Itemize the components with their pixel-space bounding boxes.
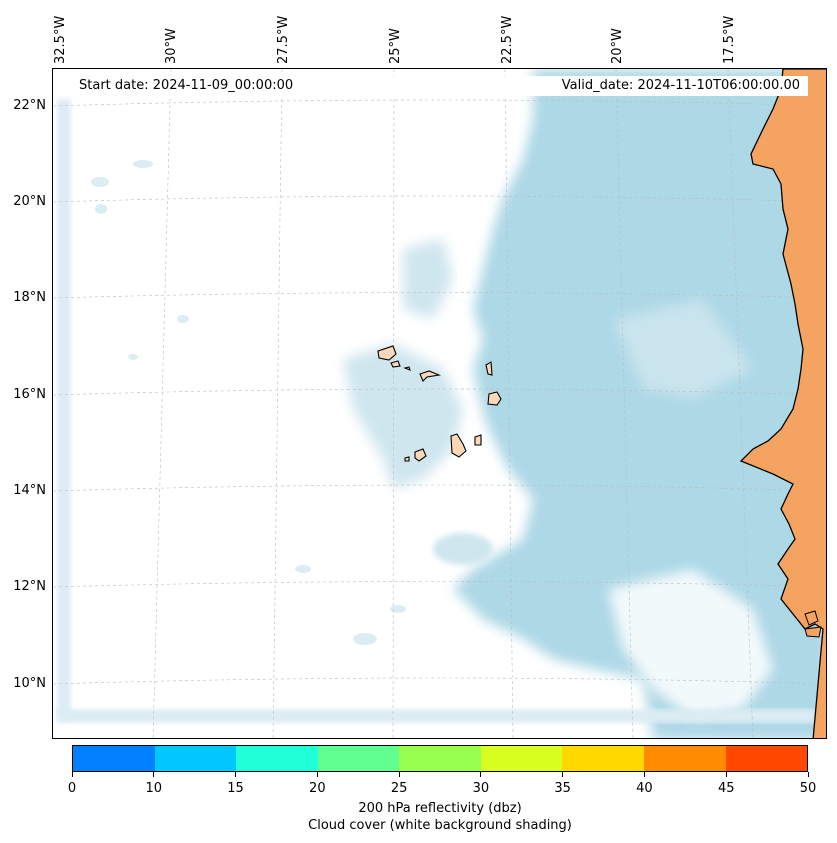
santo-antao-island <box>377 345 397 361</box>
parallel-22n <box>53 99 826 107</box>
colorbar-tick-mark <box>807 772 809 777</box>
cloud-bottom-edge <box>57 709 817 723</box>
lat-label-14n: 14°N <box>13 483 46 498</box>
lon-label-25w: 25°W <box>388 28 403 64</box>
map-frame <box>52 68 827 739</box>
colorbar-tick-label: 30 <box>472 781 490 796</box>
cloud-cover <box>57 69 826 738</box>
colorbar-segment-7 <box>643 746 726 771</box>
cloud-main-mass <box>453 69 826 738</box>
colorbar-tick-mark <box>643 772 645 777</box>
colorbar-segment-8 <box>725 746 808 771</box>
maio-island <box>474 434 482 446</box>
valid-date-label: Valid_date: 2024-11-10T06:00:00.00 <box>561 78 800 93</box>
cloud-spot <box>353 633 377 645</box>
lon-label-20w: 20°W <box>610 28 625 64</box>
sal-island <box>485 361 493 376</box>
lat-label-18n: 18°N <box>13 290 46 305</box>
cloud-spot <box>128 354 138 360</box>
lon-label-27-5w: 27.5°W <box>276 15 291 64</box>
colorbar-tick-label: 10 <box>145 781 163 796</box>
meridian-20w <box>615 69 634 738</box>
colorbar-tick-label: 20 <box>309 781 326 796</box>
bijagos-island <box>804 626 822 638</box>
cloud-spot <box>91 177 109 187</box>
map-canvas <box>53 69 826 738</box>
meridian-22-5w <box>504 69 514 738</box>
parallel-10n <box>53 677 826 685</box>
colorbar-segment-5 <box>480 746 563 771</box>
colorbar-tick-mark <box>71 772 73 777</box>
cloud-spot <box>95 204 107 214</box>
cloud-island-area <box>343 344 463 489</box>
colorbar-tick-label: 45 <box>717 781 735 796</box>
lon-label-30w: 30°W <box>164 28 179 64</box>
colorbar-tick-mark <box>316 772 318 777</box>
colorbar-segment-0 <box>73 746 155 771</box>
lon-label-17-5w: 17.5°W <box>722 15 737 64</box>
cloud-left-edge <box>57 99 71 719</box>
colorbar-tick-label: 50 <box>799 781 817 796</box>
lat-label-20n: 20°N <box>13 194 46 209</box>
meridian-27-5w <box>272 69 283 738</box>
colorbar-subtitle: Cloud cover (white background shading) <box>308 818 572 833</box>
colorbar-tick-mark <box>398 772 400 777</box>
colorbar-tick-mark <box>480 772 482 777</box>
graticule <box>53 69 826 738</box>
cloud-spot <box>295 565 311 573</box>
cloud-spot <box>390 605 406 613</box>
lon-label-22-5w: 22.5°W <box>500 15 515 64</box>
meridian-17-5w <box>727 69 754 738</box>
meridian-30w <box>152 69 172 738</box>
fogo-island <box>414 448 427 462</box>
lat-label-12n: 12°N <box>13 579 46 594</box>
cloud-spot <box>177 315 189 323</box>
colorbar-tick-label: 0 <box>67 781 77 796</box>
colorbar-segment-4 <box>399 746 481 771</box>
colorbar-title: 200 hPa reflectivity (dbz) <box>358 801 522 816</box>
colorbar-tick-mark <box>725 772 727 777</box>
africa-mainland <box>739 69 826 738</box>
santa-luzia-island <box>403 366 411 371</box>
colorbar-segment-3 <box>317 746 400 771</box>
bijagos-island <box>804 610 819 626</box>
cape-verde-islands <box>377 345 502 462</box>
colorbar-tick-label: 35 <box>554 781 571 796</box>
cloud-west-blob <box>403 239 453 319</box>
parallel-20n <box>53 195 826 203</box>
santiago-island <box>450 433 467 458</box>
parallel-18n <box>53 292 826 299</box>
boa-vista-island <box>487 391 502 406</box>
lon-label-32-5w: 32.5°W <box>53 15 68 64</box>
cloud-spot <box>433 533 493 565</box>
parallel-12n <box>53 581 826 588</box>
start-date-label: Start date: 2024-11-09_00:00:00 <box>79 78 294 93</box>
colorbar-tick-mark <box>153 772 155 777</box>
cloud-light-band <box>613 299 753 399</box>
sao-nicolau-island <box>419 370 442 382</box>
colorbar-tick-label: 15 <box>227 781 244 796</box>
lat-label-16n: 16°N <box>13 387 46 402</box>
parallel-14n <box>53 484 826 492</box>
colorbar-tick-label: 25 <box>390 781 408 796</box>
reflectivity-colorbar <box>72 745 808 772</box>
lat-label-22n: 22°N <box>13 98 46 113</box>
sao-vicente-island <box>390 360 401 368</box>
date-header-bar <box>72 76 808 96</box>
meridian-25w <box>392 69 395 738</box>
colorbar-tick-label: 40 <box>636 781 653 796</box>
colorbar-segment-2 <box>236 746 318 771</box>
brava-island <box>404 456 410 462</box>
colorbar-segment-1 <box>154 746 237 771</box>
colorbar-segment-6 <box>562 746 644 771</box>
cloud-spot <box>133 160 153 168</box>
colorbar-tick-mark <box>562 772 564 777</box>
lat-label-10n: 10°N <box>13 676 46 691</box>
parallel-16n <box>53 388 826 396</box>
colorbar-tick-mark <box>235 772 237 777</box>
